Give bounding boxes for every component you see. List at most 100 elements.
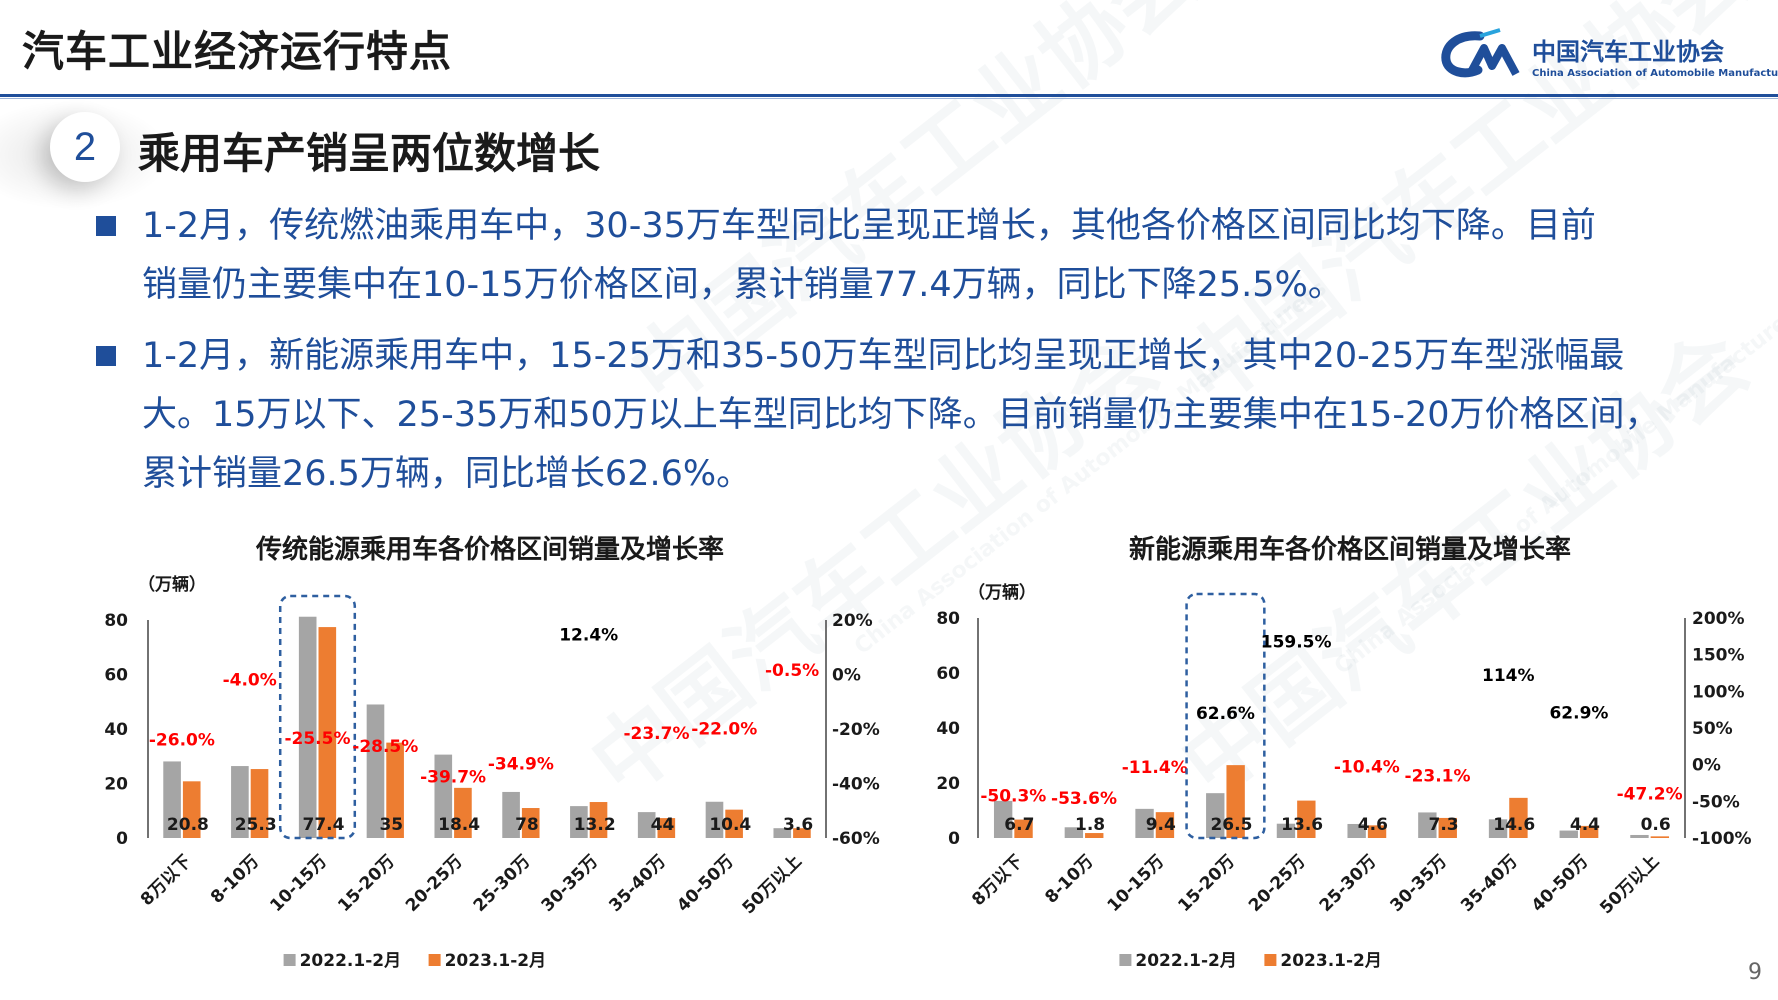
x-tick-label: 15-20万 <box>1174 851 1239 916</box>
organization-logo: 中国汽车工业协会 China Association of Automobile… <box>1440 26 1778 86</box>
y2-tick-label: -50% <box>1692 792 1740 812</box>
cam-logo-icon <box>1441 28 1520 78</box>
y-tick-label: 20 <box>936 774 960 794</box>
y-axis-unit-label: （万辆） <box>968 582 1036 603</box>
bar-value-label: 4.4 <box>1570 815 1600 835</box>
y2-tick-label: 150% <box>1692 646 1745 666</box>
bar-2022 <box>1630 834 1649 838</box>
x-tick-label: 30-35万 <box>538 851 603 916</box>
y2-tick-label: -40% <box>832 775 880 795</box>
x-tick-label: 10-15万 <box>266 851 331 916</box>
bar-value-label: 44 <box>651 815 675 835</box>
bar-value-label: 9.4 <box>1146 815 1176 835</box>
section-title: 乘用车产销呈两位数增长 <box>138 129 601 178</box>
bar-2023 <box>1155 812 1175 838</box>
bar-value-label: 10.4 <box>709 815 751 835</box>
bullet-line: 1-2月，传统燃油乘用车中，30-35万车型同比呈现正增长，其他各价格区间同比均… <box>142 206 1596 246</box>
legend-swatch-2022 <box>283 954 296 966</box>
bar-2023 <box>182 781 201 838</box>
x-tick-label: 40-50万 <box>1528 851 1593 916</box>
legend-label-2023: 2023.1-2月 <box>1280 951 1382 971</box>
bar-2023 <box>1650 836 1670 838</box>
y-axis-unit-label: （万辆） <box>138 574 206 595</box>
x-tick-label: 20-25万 <box>402 851 467 916</box>
x-tick-label: 10-15万 <box>1104 851 1169 916</box>
y-tick-label: 40 <box>936 719 960 739</box>
growth-rate-label: -26.0% <box>149 730 215 750</box>
logo-name: 中国汽车工业协会 <box>1532 38 1724 66</box>
x-tick-label: 50万以上 <box>739 851 806 918</box>
bar-2022 <box>773 828 792 838</box>
x-tick-label: 15-20万 <box>334 851 399 916</box>
x-tick-label: 8万以下 <box>968 851 1027 910</box>
y-tick-label: 80 <box>104 611 128 631</box>
legend-swatch-2023 <box>1264 954 1277 966</box>
growth-rate-label: 62.6% <box>1196 704 1255 724</box>
bullet-paragraph: 1-2月，传统燃油乘用车中，30-35万车型同比呈现正增长，其他各价格区间同比均… <box>142 197 1742 315</box>
x-tick-label: 35-40万 <box>605 851 670 916</box>
x-tick-label: 25-30万 <box>470 851 535 916</box>
bar-value-label: 77.4 <box>303 815 345 835</box>
bar-value-label: 13.2 <box>574 815 616 835</box>
legend-label-2022: 2022.1-2月 <box>300 951 402 971</box>
chart-new-energy: 新能源乘用车各价格区间销量及增长率 （万辆） 0 20 40 60 80 -100% -50% 0… <box>936 534 1752 971</box>
growth-rate-label: -28.5% <box>352 737 418 757</box>
bar-2022 <box>1276 823 1296 838</box>
growth-rate-label: -47.2% <box>1617 784 1683 804</box>
bar-2022 <box>1347 823 1366 838</box>
x-tick-label: 8-10万 <box>1041 851 1097 907</box>
x-tick-label: 8万以下 <box>137 851 196 910</box>
growth-rate-label: -34.9% <box>488 755 554 775</box>
y2-tick-label: -60% <box>832 829 880 849</box>
bar-2022 <box>298 616 317 838</box>
highlight-box <box>278 594 357 840</box>
logo-english-name: China Association of Automobile Manufact… <box>1532 68 1778 79</box>
bar-value-label: 7.3 <box>1428 815 1458 835</box>
y-tick-label: 80 <box>936 609 960 629</box>
growth-rate-label: -23.1% <box>1405 767 1471 787</box>
bar-2022 <box>637 812 656 838</box>
x-tick-label: 20-25万 <box>1245 851 1310 916</box>
bar-2023 <box>1226 765 1245 838</box>
growth-rate-label: -53.6% <box>1051 789 1117 809</box>
bar-2023 <box>318 627 337 838</box>
growth-rate-label: 114% <box>1482 666 1535 686</box>
x-tick-label: 40-50万 <box>673 851 738 916</box>
bar-value-label: 4.6 <box>1358 815 1388 835</box>
bar-2022 <box>570 806 588 838</box>
bullet-marker <box>96 346 116 366</box>
y2-tick-label: 50% <box>1692 719 1733 739</box>
bar-2022 <box>1206 793 1225 838</box>
growth-rate-label: -4.0% <box>223 670 277 690</box>
growth-rate-label: -0.5% <box>765 661 819 681</box>
x-tick-label: 35-40万 <box>1457 851 1522 916</box>
bar-2023 <box>1438 817 1457 838</box>
y-tick-label: 60 <box>104 666 128 686</box>
y-tick-label: 40 <box>104 720 128 740</box>
header-divider <box>0 94 1778 97</box>
growth-rate-label: -50.3% <box>980 787 1046 807</box>
growth-rate-label: 159.5% <box>1261 633 1332 653</box>
bar-2023 <box>521 808 540 838</box>
bullet-marker <box>96 216 116 236</box>
growth-rate-label: -10.4% <box>1334 757 1400 777</box>
y2-tick-label: 0% <box>1692 756 1721 776</box>
bar-value-label: 18.4 <box>438 815 480 835</box>
chart-traditional-energy: 传统能源乘用车各价格区间销量及增长率 （万辆） 0 20 40 60 80 -60% -40% -… <box>104 534 880 971</box>
legend-label-2022: 2022.1-2月 <box>1135 951 1237 971</box>
highlight-box <box>1185 592 1266 840</box>
x-tick-label: 30-35万 <box>1386 851 1451 916</box>
y-tick-label: 0 <box>948 829 960 849</box>
y2-tick-label: -100% <box>1692 829 1752 849</box>
bar-2022 <box>993 800 1013 838</box>
chart-title: 新能源乘用车各价格区间销量及增长率 <box>1129 534 1571 565</box>
bar-value-label: 0.6 <box>1641 815 1671 835</box>
growth-rate-label: 62.9% <box>1549 704 1608 724</box>
legend-swatch-2023 <box>428 954 441 966</box>
bar-2022 <box>1418 812 1437 838</box>
bar-2022 <box>705 801 724 838</box>
bar-2023 <box>725 809 743 838</box>
bullet-line: 销量仍主要集中在10-15万价格区间，累计销量77.4万辆，同比下降25.5%。 <box>142 265 1343 305</box>
legend-label-2023: 2023.1-2月 <box>445 951 546 971</box>
bar-2022 <box>231 766 249 838</box>
